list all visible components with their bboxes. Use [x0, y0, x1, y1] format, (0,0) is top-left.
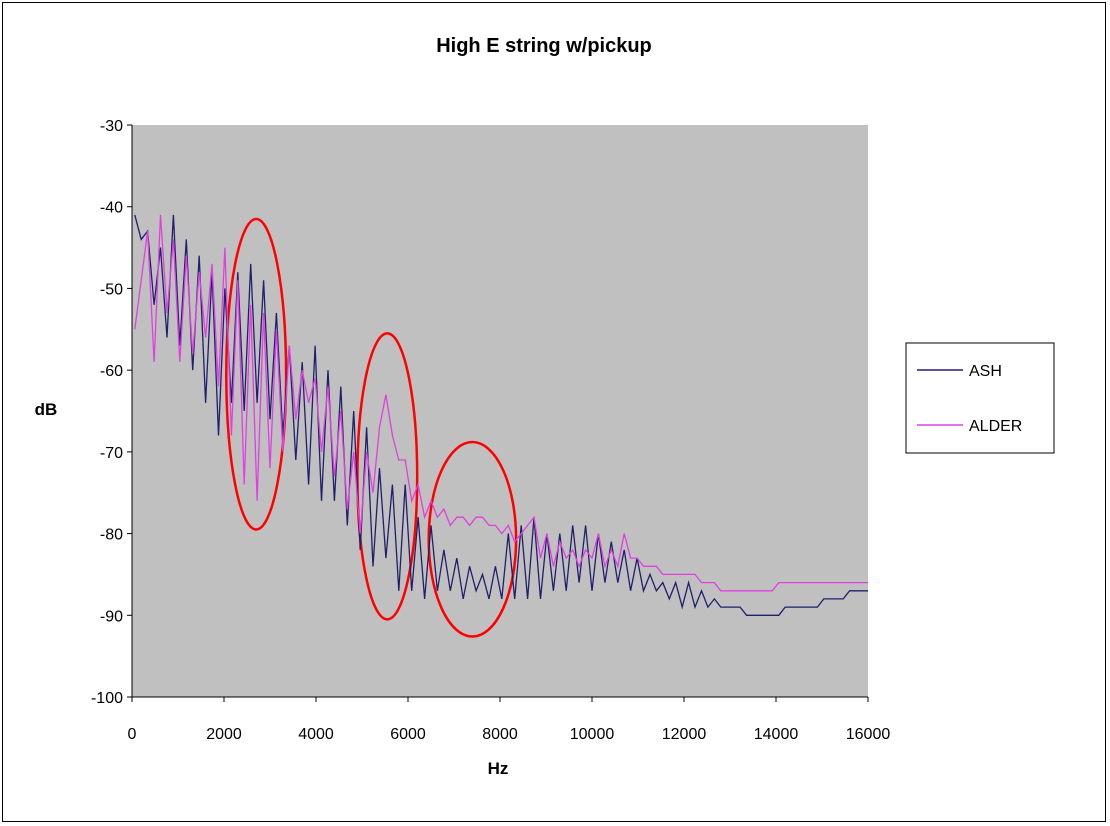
chart-title: High E string w/pickup	[436, 35, 652, 57]
x-tick-label: 10000	[570, 726, 615, 743]
annotation-ellipse-1	[225, 217, 288, 531]
x-tick-label: 6000	[390, 726, 426, 743]
y-tick-label: -40	[100, 200, 123, 217]
legend-label-ash: ASH	[969, 363, 1002, 380]
series-line-ash	[134, 214, 868, 616]
x-tick-label: 16000	[846, 726, 891, 743]
y-tick-label: -50	[100, 281, 123, 298]
legend-box	[905, 342, 1055, 454]
x-tick-label: 8000	[482, 726, 518, 743]
y-tick-label: -30	[100, 118, 123, 135]
series-layer	[134, 214, 868, 616]
x-tick-label: 14000	[754, 726, 799, 743]
y-tick-labels: -30 -40 -50 -60 -70 -80 -90 -100	[91, 118, 123, 707]
y-tick-label: -80	[100, 527, 123, 544]
x-axis-label: Hz	[488, 759, 509, 778]
x-tick-label: 0	[128, 726, 137, 743]
x-tick-label: 2000	[206, 726, 242, 743]
chart: High E string w/pickup 0 2000 4000 6000 8000…	[35, 35, 1055, 778]
y-axis-label: dB	[35, 400, 58, 419]
legend: ASH ALDER	[905, 342, 1055, 454]
y-tick-label: -60	[100, 363, 123, 380]
y-tick-label: -100	[91, 690, 123, 707]
x-tick-label: 4000	[298, 726, 334, 743]
x-tick-labels: 0 2000 4000 6000 8000 10000 12000 14000 16000	[128, 726, 891, 743]
legend-label-alder: ALDER	[969, 418, 1022, 435]
y-tick-label: -90	[100, 608, 123, 625]
x-tick-label: 12000	[662, 726, 707, 743]
axes	[127, 124, 869, 702]
y-tick-label: -70	[100, 445, 123, 462]
series-line-alder	[134, 214, 868, 592]
